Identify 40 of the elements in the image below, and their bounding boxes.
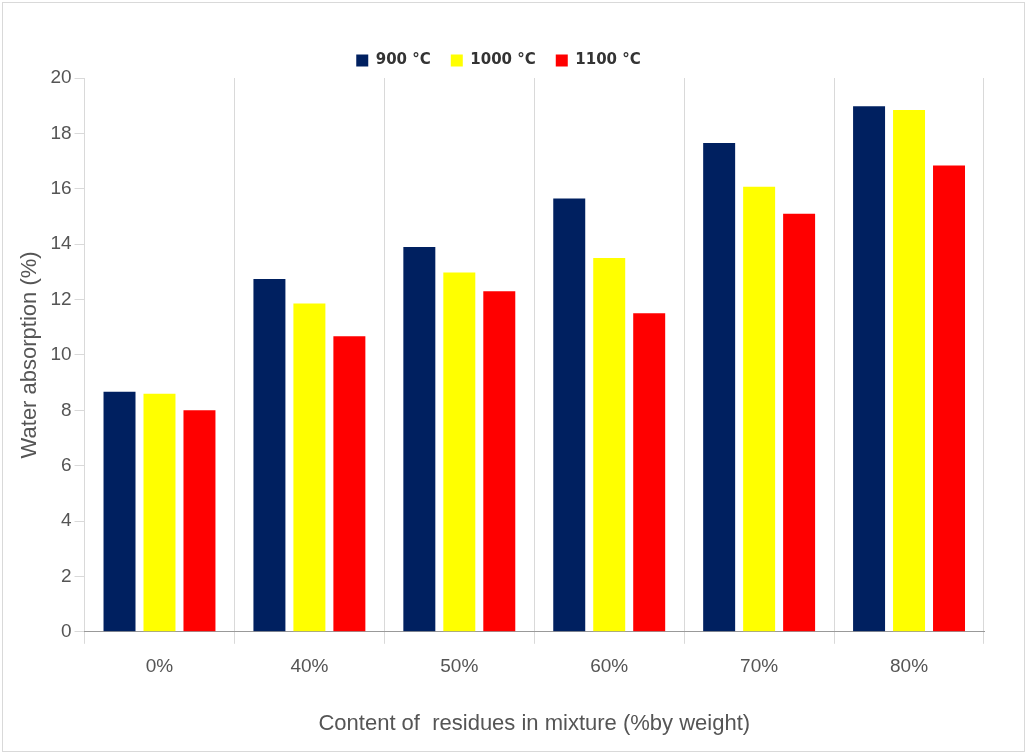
bar bbox=[703, 143, 736, 632]
legend-label: 1100 °C bbox=[575, 50, 641, 69]
y-tick-label: 12 bbox=[50, 287, 72, 309]
x-tick-label: 70% bbox=[740, 655, 779, 677]
bar bbox=[633, 313, 666, 632]
y-tick-label: 8 bbox=[60, 398, 72, 420]
bar bbox=[553, 198, 586, 632]
bar bbox=[443, 272, 476, 632]
y-tick-label: 6 bbox=[60, 453, 72, 475]
bar bbox=[933, 165, 966, 632]
x-tick-label: 40% bbox=[290, 655, 329, 677]
y-tick-label: 2 bbox=[60, 564, 72, 586]
y-tick-label: 10 bbox=[50, 343, 72, 365]
y-tick-label: 14 bbox=[50, 232, 72, 254]
x-axis-title: Content of residues in mixture (%by weight) bbox=[318, 709, 751, 735]
x-tick-label: 50% bbox=[440, 655, 479, 677]
bar bbox=[783, 213, 816, 632]
bar bbox=[483, 291, 516, 632]
bar bbox=[333, 336, 366, 632]
y-axis-title: Water absorption (%) bbox=[16, 251, 42, 459]
bar bbox=[853, 106, 886, 632]
bar bbox=[593, 257, 626, 632]
bar bbox=[253, 279, 286, 632]
bar bbox=[893, 110, 926, 632]
bar bbox=[103, 391, 136, 632]
x-tick-label: 60% bbox=[590, 655, 629, 677]
y-tick-label: 4 bbox=[60, 509, 72, 531]
x-tick-label: 80% bbox=[890, 655, 929, 677]
legend-label: 1000 °C bbox=[470, 50, 536, 69]
bar bbox=[743, 186, 776, 632]
bar bbox=[403, 246, 436, 632]
bar bbox=[293, 303, 326, 632]
bar bbox=[143, 393, 176, 632]
x-tick-label: 0% bbox=[145, 655, 174, 677]
y-tick-label: 20 bbox=[50, 66, 72, 88]
y-tick-label: 16 bbox=[50, 176, 72, 198]
bar bbox=[183, 410, 216, 632]
legend-label: 900 °C bbox=[375, 50, 431, 69]
y-tick-label: 18 bbox=[50, 121, 72, 143]
y-tick-label: 0 bbox=[60, 620, 72, 642]
